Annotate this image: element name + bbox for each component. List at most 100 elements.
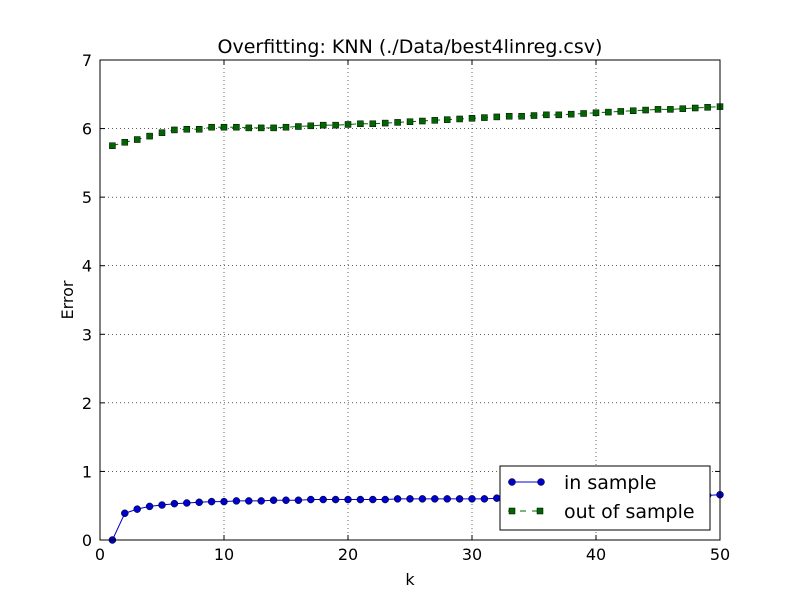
data-point-out-of-sample (443, 116, 451, 123)
data-point-in-sample (344, 495, 352, 504)
data-point-out-of-sample (406, 118, 414, 125)
grid-lines (100, 60, 720, 540)
data-point-out-of-sample (419, 117, 426, 125)
axis-ticks: 0 10 20 30 40 50 0 1 2 3 4 5 6 7 (82, 51, 730, 564)
x-tick-label: 20 (338, 545, 358, 564)
data-point-out-of-sample (518, 112, 525, 120)
data-point-in-sample (307, 495, 315, 504)
y-tick-label: 0 (82, 531, 92, 550)
data-point-out-of-sample (567, 110, 575, 118)
data-point-out-of-sample (245, 124, 253, 132)
data-point-in-sample (207, 497, 216, 506)
data-point-out-of-sample (493, 113, 501, 121)
legend-marker-out-of-sample (536, 507, 544, 515)
data-point-out-of-sample (555, 111, 563, 119)
legend-box (499, 465, 711, 531)
data-point-in-sample (170, 499, 179, 508)
data-point-out-of-sample (233, 123, 240, 131)
data-point-in-sample (418, 495, 427, 503)
data-point-in-sample (195, 498, 203, 507)
data-point-in-sample (468, 495, 476, 503)
data-point-in-sample (406, 495, 414, 503)
data-point-out-of-sample (691, 104, 699, 112)
data-point-out-of-sample (642, 106, 649, 114)
legend-label-out-of-sample: out of sample (564, 501, 695, 523)
data-point-out-of-sample (580, 110, 587, 117)
data-point-in-sample (245, 497, 253, 505)
legend-marker-out-of-sample (508, 507, 516, 515)
data-point-out-of-sample (617, 108, 625, 115)
y-tick-label: 3 (82, 325, 92, 344)
data-point-in-sample (369, 495, 377, 504)
legend-marker-in-sample (537, 478, 545, 486)
legend-marker-in-sample (508, 478, 516, 486)
legend-label-in-sample: in sample (564, 472, 656, 494)
data-point-out-of-sample (109, 142, 116, 149)
data-point-out-of-sample (357, 120, 364, 128)
data-point-in-sample (319, 495, 327, 504)
legend: in sample out of sample (499, 465, 711, 531)
data-point-out-of-sample (183, 126, 191, 133)
data-point-in-sample (232, 497, 241, 505)
data-point-out-of-sample (456, 115, 463, 123)
data-point-in-sample (480, 495, 489, 503)
x-tick-label: 30 (462, 545, 482, 564)
data-point-in-sample (493, 494, 501, 502)
x-tick-label: 40 (586, 545, 606, 564)
y-axis-title: Error (58, 280, 77, 319)
y-tick-label: 2 (82, 394, 92, 413)
data-point-out-of-sample (208, 123, 215, 131)
data-point-in-sample (455, 495, 464, 503)
data-point-out-of-sample (133, 136, 141, 143)
data-point-out-of-sample (121, 139, 129, 146)
data-point-out-of-sample (543, 111, 550, 119)
data-point-in-sample (381, 495, 389, 504)
data-point-in-sample (158, 501, 166, 509)
data-point-in-sample (282, 496, 290, 504)
data-point-out-of-sample (332, 121, 339, 129)
data-point-out-of-sample (629, 107, 637, 114)
data-point-out-of-sample (171, 126, 178, 134)
data-point-out-of-sample (654, 106, 662, 113)
data-point-in-sample (183, 499, 191, 507)
data-point-in-sample (133, 505, 141, 513)
data-point-out-of-sample (369, 120, 377, 128)
x-tick-label: 10 (214, 545, 234, 564)
data-point-in-sample (269, 496, 278, 504)
data-point-out-of-sample (592, 109, 600, 117)
data-point-out-of-sample (257, 124, 265, 132)
data-point-out-of-sample (220, 123, 228, 131)
y-tick-label: 7 (82, 51, 92, 70)
data-point-in-sample (121, 509, 129, 518)
data-point-in-sample (393, 495, 402, 503)
data-point-out-of-sample (307, 122, 315, 130)
data-point-out-of-sample (319, 121, 327, 129)
data-point-in-sample (294, 496, 303, 504)
data-point-out-of-sample (431, 117, 439, 124)
data-point-in-sample (356, 495, 365, 504)
plot-frame (99, 59, 721, 541)
chart-title: Overfitting: KNN (./Data/best4linreg.csv… (218, 36, 603, 58)
data-point-out-of-sample (270, 124, 277, 132)
x-tick-label: 0 (95, 545, 105, 564)
data-point-out-of-sample (679, 105, 687, 112)
data-point-out-of-sample (381, 119, 389, 127)
data-point-out-of-sample (344, 121, 352, 128)
data-point-out-of-sample (282, 123, 290, 131)
y-tick-label: 1 (82, 462, 92, 481)
data-point-in-sample (443, 495, 451, 503)
data-point-in-sample (145, 502, 154, 511)
y-tick-label: 5 (82, 188, 92, 207)
x-tick-label: 50 (710, 545, 730, 564)
data-point-out-of-sample (704, 104, 711, 111)
data-point-out-of-sample (530, 112, 538, 119)
data-point-out-of-sample (468, 115, 476, 122)
data-point-in-sample (331, 495, 340, 504)
data-point-in-sample (220, 497, 228, 506)
data-point-out-of-sample (481, 114, 488, 121)
y-tick-label: 4 (82, 257, 92, 276)
data-point-in-sample (257, 497, 265, 505)
data-point-out-of-sample (505, 112, 513, 120)
data-point-out-of-sample (605, 108, 612, 116)
